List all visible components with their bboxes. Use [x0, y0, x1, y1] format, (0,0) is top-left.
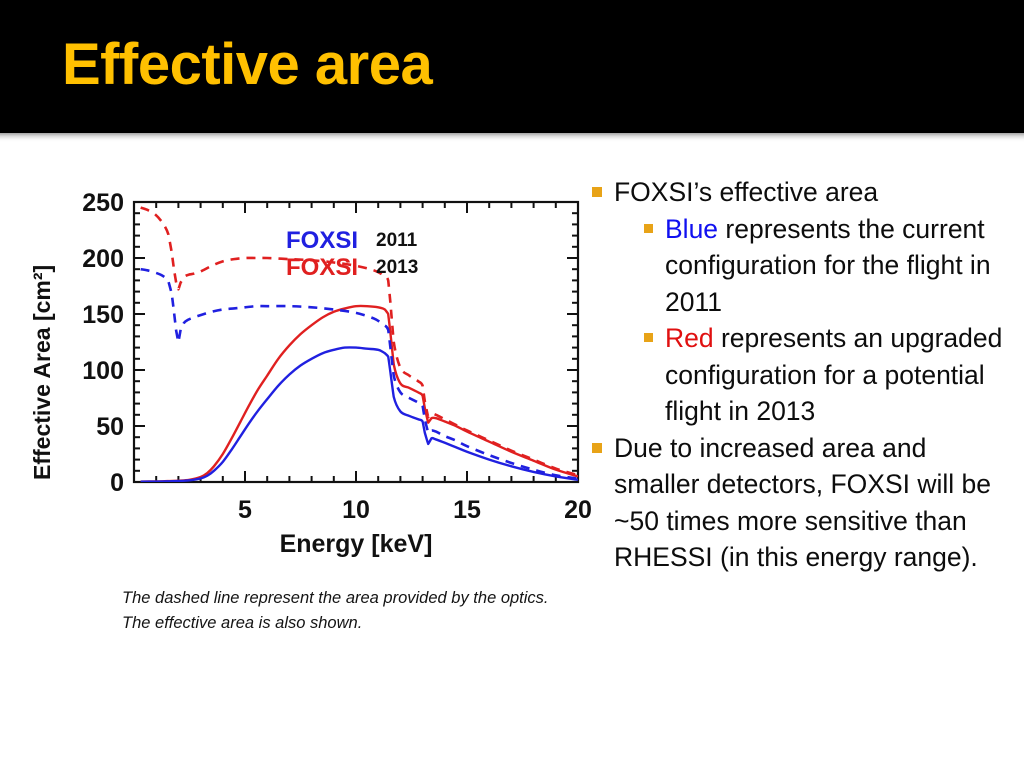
bullet-text: Blue represents the current configuratio…	[665, 211, 1017, 321]
bullet-text-segment: FOXSI’s effective area	[614, 177, 879, 207]
chart-series-line	[140, 206, 578, 477]
bullet-text-segment: Blue	[665, 213, 719, 244]
y-tick-label: 250	[82, 189, 124, 217]
y-tick-label: 50	[96, 413, 124, 441]
y-tick-label: 100	[82, 357, 124, 385]
bullet-item-l2: Blue represents the current configuratio…	[644, 211, 1017, 321]
square-bullet-icon	[592, 442, 602, 453]
y-axis-label: Effective Area [cm²]	[29, 265, 55, 480]
x-tick-label: 10	[342, 496, 370, 524]
bullet-text: FOXSI’s effective area	[614, 174, 1017, 211]
chart-caption: The dashed line represent the area provi…	[122, 589, 549, 632]
effective-area-chart: Effective Area [cm²] 0 50 100 150 200 250 5 10…	[20, 180, 595, 560]
legend-series-name-1: FOXSI	[286, 254, 358, 281]
chart-legend: FOXSI 2011 FOXSI 2013	[286, 227, 418, 281]
x-tick-labels: 5 10 15 20	[238, 496, 592, 524]
bullet-text-segment: represents an upgraded configuration for…	[665, 323, 1003, 426]
y-tick-labels: 0 50 100 150 200 250	[82, 189, 124, 497]
square-bullet-icon	[644, 223, 653, 233]
chart-canvas: Effective Area [cm²] 0 50 100 150 200 250 5 10…	[29, 189, 592, 558]
y-tick-label: 0	[110, 469, 124, 497]
chart-series-group	[140, 206, 578, 482]
bullet-text-segment: represents the current configuration for…	[665, 213, 991, 317]
x-axis-label: Energy [keV]	[280, 530, 433, 558]
bullet-item-l1: FOXSI’s effective area	[592, 174, 1017, 211]
x-tick-label: 20	[564, 496, 592, 524]
square-bullet-icon	[644, 333, 653, 342]
legend-series-year-0: 2011	[376, 230, 418, 251]
x-tick-label: 15	[453, 496, 481, 524]
page-title: Effective area	[62, 32, 433, 97]
chart-series-line	[140, 267, 578, 480]
legend-series-year-1: 2013	[376, 257, 418, 278]
bullet-item-l2: Red represents an upgraded configuration…	[644, 320, 1017, 430]
bullet-list: FOXSI’s effective area Blue represents th…	[592, 174, 1017, 576]
bullet-text: Red represents an upgraded configuration…	[665, 320, 1017, 430]
bullet-text-segment: Red	[665, 323, 714, 353]
bullet-text-segment: Due to increased area and smaller detect…	[614, 432, 992, 573]
bullet-text: Due to increased area and smaller detect…	[614, 430, 1017, 576]
x-tick-label: 5	[238, 496, 252, 524]
y-tick-label: 150	[82, 301, 124, 329]
y-tick-label: 200	[82, 245, 124, 273]
chart-series-line	[140, 304, 578, 482]
title-banner-shadow	[0, 133, 1024, 142]
chart-series-line	[140, 346, 578, 482]
bullet-item-l1: Due to increased area and smaller detect…	[592, 430, 1017, 576]
legend-series-name-0: FOXSI	[286, 227, 358, 254]
square-bullet-icon	[592, 187, 602, 197]
title-banner	[0, 0, 1024, 133]
